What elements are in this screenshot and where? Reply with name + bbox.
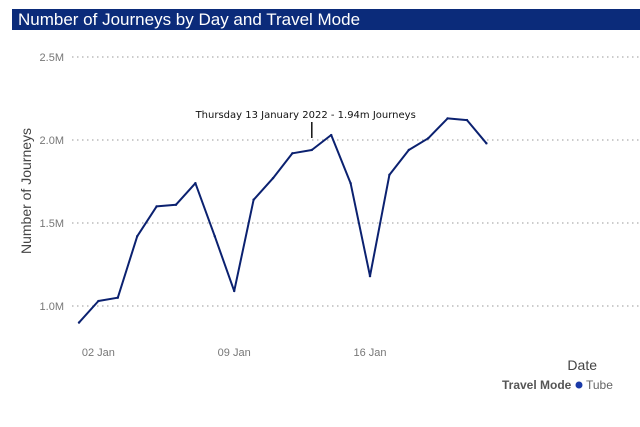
data-point [407, 148, 410, 152]
x-axis-ticks: 02 Jan 09 Jan 16 Jan [82, 347, 387, 359]
legend: Travel Mode Tube [502, 378, 613, 392]
data-point [194, 181, 197, 185]
data-point [485, 142, 488, 145]
data-point [349, 181, 352, 185]
data-point [388, 173, 391, 177]
x-tick-label: 09 Jan [218, 347, 251, 359]
data-point [213, 235, 216, 238]
data-point [233, 289, 236, 293]
x-axis-title: Date [567, 357, 597, 373]
data-point [427, 137, 430, 140]
y-axis-title: Number of Journeys [18, 128, 34, 254]
annotation: Thursday 13 January 2022 - 1.94m Journey… [195, 110, 416, 138]
data-point [271, 176, 275, 180]
data-point [252, 198, 255, 201]
y-tick-label: 1.0M [40, 301, 64, 313]
data-point [368, 274, 372, 278]
legend-label-tube: Tube [586, 378, 613, 392]
series-line-tube [78, 117, 488, 324]
gridlines [72, 56, 640, 307]
series-tube [77, 117, 488, 324]
x-tick-label: 02 Jan [82, 347, 115, 359]
data-point [155, 205, 158, 208]
annotation-label: Thursday 13 January 2022 - 1.94m Journey… [195, 110, 416, 121]
y-axis-ticks: 1.0M 1.5M 2.0M 2.5M [40, 52, 64, 313]
legend-title: Travel Mode [502, 378, 572, 392]
data-point [291, 152, 294, 155]
data-point [97, 299, 100, 303]
data-point [136, 235, 139, 238]
chart-title: Number of Journeys by Day and Travel Mod… [12, 9, 640, 30]
data-point [77, 321, 81, 324]
data-point [330, 133, 333, 137]
data-point [116, 296, 120, 299]
y-tick-label: 1.5M [40, 218, 64, 230]
data-point [310, 148, 313, 152]
x-tick-label: 16 Jan [353, 347, 386, 359]
data-point [465, 118, 469, 122]
legend-marker-tube [575, 381, 583, 389]
data-point [446, 117, 449, 120]
data-point [174, 203, 178, 206]
y-tick-label: 2.0M [40, 135, 64, 147]
y-tick-label: 2.5M [40, 52, 64, 64]
